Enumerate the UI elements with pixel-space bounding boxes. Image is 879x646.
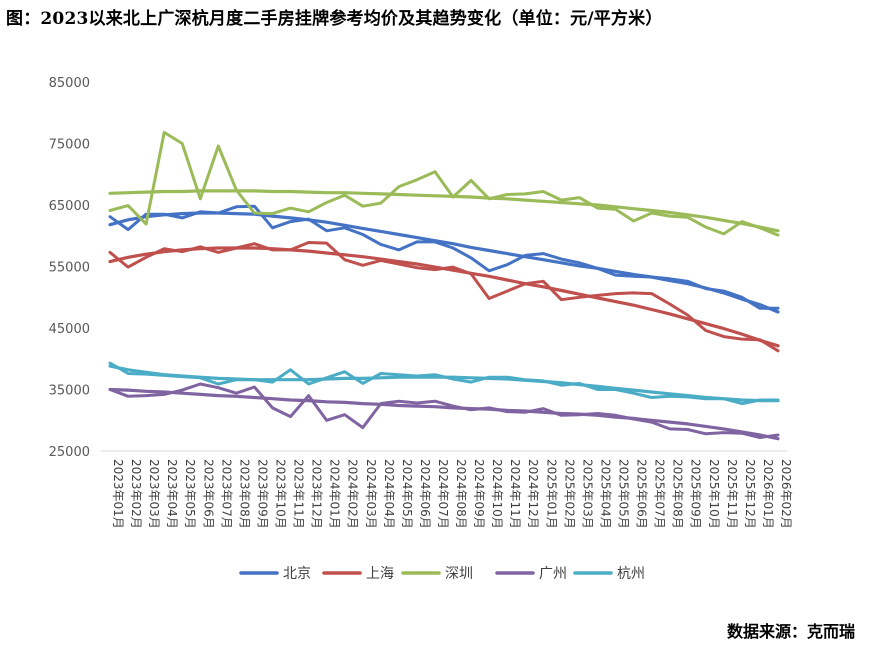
x-tick-label: 2024年03月	[364, 459, 378, 529]
trend-line-0	[108, 211, 780, 314]
x-tick-label: 2024年01月	[328, 459, 342, 529]
x-tick-label: 2025年07月	[653, 459, 667, 529]
legend-label: 广州	[539, 566, 567, 582]
y-tick-label: 35000	[49, 384, 90, 399]
y-tick-label: 55000	[49, 261, 90, 276]
x-tick-label: 2025年06月	[635, 459, 649, 529]
x-tick-label: 2023年05月	[183, 459, 197, 529]
series-line-3	[108, 382, 780, 439]
legend-label: 上海	[366, 566, 394, 582]
x-tick-label: 2025年04月	[598, 459, 612, 529]
x-tick-label: 2025年09月	[689, 459, 703, 529]
x-tick-label: 2025年05月	[617, 459, 631, 529]
x-tick-label: 2023年08月	[237, 459, 251, 529]
x-tick-label: 2024年07月	[436, 459, 450, 529]
data-source: 数据来源：克而瑞	[726, 622, 855, 641]
legend-label: 杭州	[617, 566, 645, 582]
x-tick-label: 2023年03月	[147, 459, 161, 529]
series-group	[108, 130, 780, 441]
x-tick-label: 2023年10月	[273, 459, 287, 529]
x-tick-label: 2024年04月	[382, 459, 396, 529]
x-axis: 2023年01月 2023年02月 2023年03月 2023年04月 2023年05月…	[101, 450, 793, 529]
x-tick-label: 2025年08月	[671, 459, 685, 529]
x-tick-label: 2026年02月	[779, 459, 793, 529]
x-tick-label: 2023年01月	[111, 459, 125, 529]
x-tick-label: 2025年03月	[580, 459, 594, 529]
x-tick-label: 2024年02月	[346, 459, 360, 529]
y-tick-label: 25000	[49, 445, 90, 460]
trend-line-2	[108, 189, 780, 233]
x-tick-label: 2024年05月	[400, 459, 414, 529]
x-tick-label: 2024年09月	[472, 459, 486, 529]
x-tick-label: 2025年12月	[743, 459, 757, 529]
legend-label: 深圳	[445, 566, 473, 582]
series-line-4	[108, 361, 780, 406]
y-tick-label: 65000	[49, 199, 90, 214]
x-tick-label: 2023年12月	[310, 459, 324, 529]
x-tick-label: 2023年07月	[219, 459, 233, 529]
y-tick-label: 45000	[49, 322, 90, 337]
x-tick-label: 2023年04月	[165, 459, 179, 529]
x-tick-label: 2024年12月	[526, 459, 540, 529]
x-tick-label: 2023年02月	[129, 459, 143, 529]
legend-label: 北京	[283, 566, 311, 582]
x-tick-label: 2025年01月	[544, 459, 558, 529]
x-tick-label: 2025年10月	[707, 459, 721, 529]
x-tick-label: 2024年10月	[490, 459, 504, 529]
y-tick-label: 85000	[49, 76, 90, 91]
chart-title: 图：2023以来北上广深杭月度二手房挂牌参考均价及其趋势变化（单位：元/平方米）	[6, 9, 663, 29]
x-tick-label: 2025年02月	[562, 459, 576, 529]
x-tick-label: 2024年08月	[454, 459, 468, 529]
trend-line-1	[108, 246, 780, 348]
x-tick-label: 2024年11月	[508, 459, 522, 529]
series-line-1	[108, 241, 780, 353]
y-tick-label: 75000	[49, 138, 90, 153]
series-line-0	[108, 204, 780, 310]
x-tick-label: 2023年06月	[201, 459, 215, 529]
x-tick-label: 2023年11月	[292, 459, 306, 529]
series-line-2	[108, 130, 780, 237]
y-axis: 25000 35000 45000 55000 65000 75000 85000	[49, 76, 90, 460]
trend-line-3	[108, 387, 780, 441]
legend: 北京 上海 深圳 广州 杭州	[239, 566, 645, 582]
x-tick-label: 2024年06月	[418, 459, 432, 529]
x-tick-label: 2026年01月	[761, 459, 775, 529]
x-tick-label: 2023年09月	[255, 459, 269, 529]
x-tick-label: 2025年11月	[725, 459, 739, 529]
